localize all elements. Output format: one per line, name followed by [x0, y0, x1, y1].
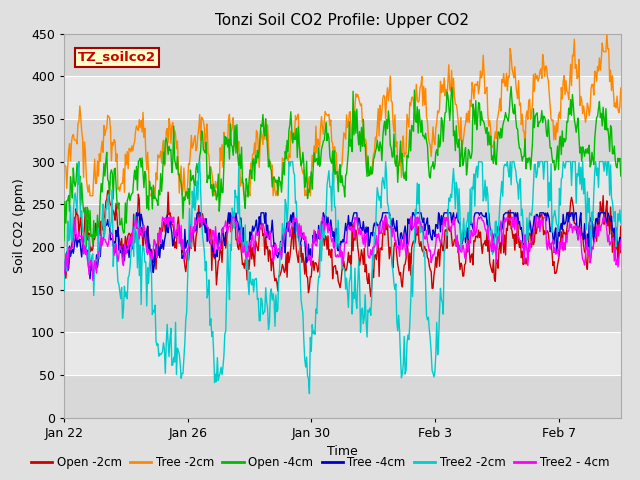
Tree2 -2cm [204, 290, 212, 296]
Open -2cm [204, 226, 212, 232]
Open -4cm [389, 154, 397, 160]
Legend: Open -2cm, Tree -2cm, Open -4cm, Tree -4cm, Tree2 -2cm, Tree2 - 4cm: Open -2cm, Tree -2cm, Open -4cm, Tree -4… [26, 452, 614, 474]
Open -4cm [313, 156, 321, 161]
Line: Tree2 - 4cm: Tree2 - 4cm [64, 217, 621, 280]
Tree -2cm [433, 120, 440, 126]
Tree2 -2cm [60, 288, 68, 294]
Open -4cm [508, 84, 515, 89]
Tree -2cm [603, 31, 611, 36]
Tree2 - 4cm [481, 226, 489, 232]
Bar [64, 289, 621, 332]
Tree2 - 4cm [161, 216, 168, 221]
Open -4cm [433, 147, 440, 153]
Open -2cm [105, 188, 113, 193]
Tree -4cm [481, 214, 489, 220]
Tree2 -2cm [314, 284, 322, 290]
Line: Tree -2cm: Tree -2cm [64, 34, 621, 196]
Line: Tree2 -2cm: Tree2 -2cm [64, 162, 621, 394]
Open -4cm [204, 173, 212, 179]
Tree2 - 4cm [434, 235, 442, 240]
Open -2cm [60, 258, 68, 264]
Tree2 -2cm [617, 220, 625, 226]
Tree2 - 4cm [60, 271, 68, 277]
Tree2 - 4cm [314, 229, 322, 235]
Open -4cm [83, 246, 90, 252]
Tree2 - 4cm [205, 236, 213, 242]
Bar [64, 204, 621, 247]
Tree2 -2cm [159, 340, 167, 346]
Bar [64, 34, 621, 76]
Bar [64, 247, 621, 289]
Tree2 -2cm [305, 391, 313, 396]
Open -2cm [367, 294, 374, 300]
X-axis label: Time: Time [327, 445, 358, 458]
Tree -4cm [205, 237, 213, 243]
Tree2 - 4cm [132, 214, 140, 220]
Open -4cm [617, 173, 625, 179]
Tree -2cm [86, 193, 94, 199]
Title: Tonzi Soil CO2 Profile: Upper CO2: Tonzi Soil CO2 Profile: Upper CO2 [216, 13, 469, 28]
Tree -2cm [204, 151, 212, 157]
Open -2cm [434, 250, 442, 256]
Text: TZ_soilco2: TZ_soilco2 [78, 51, 156, 64]
Tree -4cm [132, 210, 140, 216]
Tree2 - 4cm [617, 237, 625, 243]
Tree -2cm [480, 71, 488, 76]
Open -2cm [617, 223, 625, 229]
Bar [64, 119, 621, 162]
Open -4cm [159, 149, 167, 155]
Bar [64, 76, 621, 119]
Tree -2cm [617, 85, 625, 91]
Open -4cm [480, 120, 488, 126]
Tree -2cm [60, 163, 68, 168]
Tree -2cm [389, 120, 397, 126]
Tree2 - 4cm [89, 277, 97, 283]
Tree -2cm [159, 137, 167, 143]
Tree2 -2cm [75, 159, 83, 165]
Tree -4cm [60, 262, 68, 268]
Tree2 -2cm [434, 352, 442, 358]
Tree -4cm [617, 237, 625, 243]
Tree -4cm [314, 236, 322, 241]
Tree -4cm [161, 238, 168, 244]
Tree -4cm [86, 276, 94, 282]
Bar [64, 332, 621, 375]
Bar [64, 162, 621, 204]
Tree2 -2cm [390, 281, 398, 287]
Open -2cm [313, 263, 321, 268]
Open -2cm [390, 245, 398, 251]
Open -2cm [481, 238, 489, 243]
Open -4cm [60, 238, 68, 243]
Bar [64, 375, 621, 418]
Open -2cm [159, 219, 167, 225]
Tree2 - 4cm [390, 229, 398, 235]
Y-axis label: Soil CO2 (ppm): Soil CO2 (ppm) [13, 178, 26, 273]
Line: Open -2cm: Open -2cm [64, 191, 621, 297]
Tree -4cm [434, 226, 442, 231]
Tree -2cm [313, 150, 321, 156]
Line: Tree -4cm: Tree -4cm [64, 213, 621, 279]
Line: Open -4cm: Open -4cm [64, 86, 621, 249]
Tree2 -2cm [481, 177, 489, 183]
Tree -4cm [390, 222, 398, 228]
